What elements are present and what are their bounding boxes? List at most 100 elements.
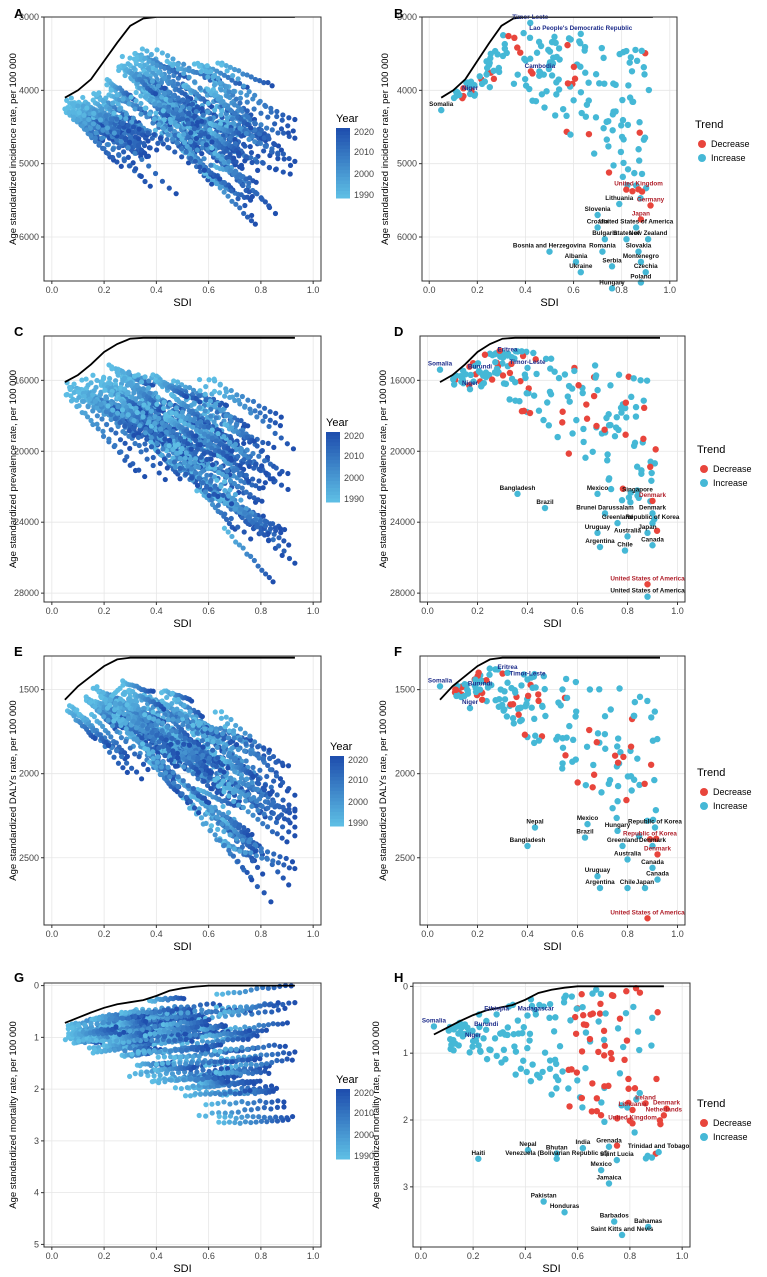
trajectory-point: [104, 421, 110, 428]
trajectory-point: [267, 417, 273, 423]
trajectory-point: [128, 380, 134, 386]
country-point-increase: [500, 380, 508, 387]
country-point-increase: [641, 71, 648, 78]
x-tick-label: 0.0: [46, 285, 59, 295]
trajectory-point: [260, 418, 266, 424]
trajectory-point: [262, 143, 268, 149]
trajectory-point: [273, 465, 279, 471]
labeled-country-point: [546, 248, 553, 255]
trajectory-point: [278, 482, 285, 488]
trajectory-point: [217, 70, 224, 76]
country-point-increase: [617, 148, 625, 156]
trajectory-point: [152, 127, 158, 133]
country-point-increase: [551, 33, 558, 41]
trajectory-point: [204, 472, 210, 478]
trajectory-point: [131, 425, 137, 431]
trajectory-point: [75, 117, 81, 123]
country-point-increase: [511, 355, 518, 362]
trajectory-point: [238, 106, 244, 112]
trajectory-point: [253, 461, 259, 468]
trajectory-point: [279, 117, 285, 123]
trajectory-point: [146, 419, 152, 425]
trajectory-point: [108, 87, 114, 93]
trajectory-point: [173, 405, 179, 411]
legend-label: Decrease: [711, 139, 750, 149]
country-label: Niger: [462, 85, 479, 92]
country-point-increase: [512, 397, 519, 404]
colorbar-segment: [336, 152, 350, 157]
trajectory-point: [249, 212, 255, 219]
trajectory-point: [280, 875, 286, 881]
trajectory-point: [192, 158, 198, 164]
country-label: Denmark: [639, 504, 666, 511]
trajectory-point: [213, 180, 219, 187]
trajectory-point: [292, 158, 298, 164]
colorbar-segment: [336, 145, 350, 150]
trajectory-point: [181, 459, 187, 466]
y-axis-label: Age standardized incidence rate, per 100…: [380, 53, 391, 245]
country-point-increase: [545, 65, 553, 73]
trajectory-point: [260, 439, 266, 446]
trajectory-point: [148, 51, 154, 58]
trajectory-point: [174, 450, 180, 456]
trajectory-point: [121, 158, 127, 164]
trajectory-point: [108, 116, 114, 122]
trajectory-point: [155, 415, 162, 422]
trajectory-point: [153, 110, 159, 116]
trajectory-point: [143, 447, 149, 453]
country-point-decrease: [585, 130, 593, 138]
country-point-increase: [613, 413, 620, 421]
trajectory-point: [199, 105, 205, 112]
labeled-country-point: [577, 30, 584, 38]
trajectory-point: [209, 139, 215, 145]
trajectory-point: [119, 407, 126, 413]
trajectory-point: [239, 514, 245, 521]
trajectory-point: [235, 524, 241, 530]
country-point-decrease: [559, 419, 566, 426]
country-point-increase: [529, 97, 536, 104]
country-label: Somalia: [429, 101, 454, 108]
country-point-increase: [620, 136, 627, 143]
colorbar-segment: [326, 481, 340, 485]
trajectory-point: [163, 96, 169, 102]
trajectory-point: [164, 137, 170, 143]
country-label: New Zealand: [629, 230, 668, 237]
labeled-country-point: [594, 490, 601, 498]
trajectory-point: [100, 433, 107, 439]
country-label: Bangladesh: [500, 485, 536, 492]
labeled-country-point: [594, 224, 601, 231]
trajectory-point: [215, 493, 221, 500]
x-tick-label: 0.6: [571, 606, 584, 616]
country-point-increase: [620, 159, 627, 167]
panel-c: C0.0 0.2 0.4 0.6 0.8 1.0SDI160002000024000280…: [8, 324, 364, 630]
country-point-increase: [609, 111, 617, 118]
trajectory-point: [139, 46, 145, 52]
country-point-decrease: [575, 382, 582, 389]
country-point-decrease: [647, 463, 654, 471]
trajectory-point: [136, 135, 142, 142]
colorbar-segment: [326, 442, 340, 447]
trajectory-point: [254, 443, 260, 449]
trajectory-point: [255, 563, 261, 569]
country-point-increase: [555, 374, 563, 382]
trajectory-point: [242, 202, 248, 209]
trajectory-point: [215, 75, 221, 81]
trajectory-point: [68, 95, 74, 101]
data-layer: [440, 17, 653, 202]
trajectory-point: [136, 442, 142, 449]
trajectory-point: [170, 102, 176, 108]
trajectory-point: [272, 121, 278, 127]
trajectory-point: [210, 74, 216, 80]
country-point-increase: [483, 71, 490, 78]
trajectory-point: [206, 493, 212, 499]
country-point-increase: [510, 80, 518, 87]
labeled-country-point: [621, 547, 629, 554]
trajectory-point: [275, 869, 281, 875]
trajectory-point: [138, 93, 144, 99]
country-point-increase: [570, 97, 577, 104]
country-point-decrease: [623, 186, 630, 193]
country-point-increase: [567, 36, 574, 43]
labeled-country-point: [616, 200, 623, 208]
country-label: States of: [613, 230, 640, 237]
